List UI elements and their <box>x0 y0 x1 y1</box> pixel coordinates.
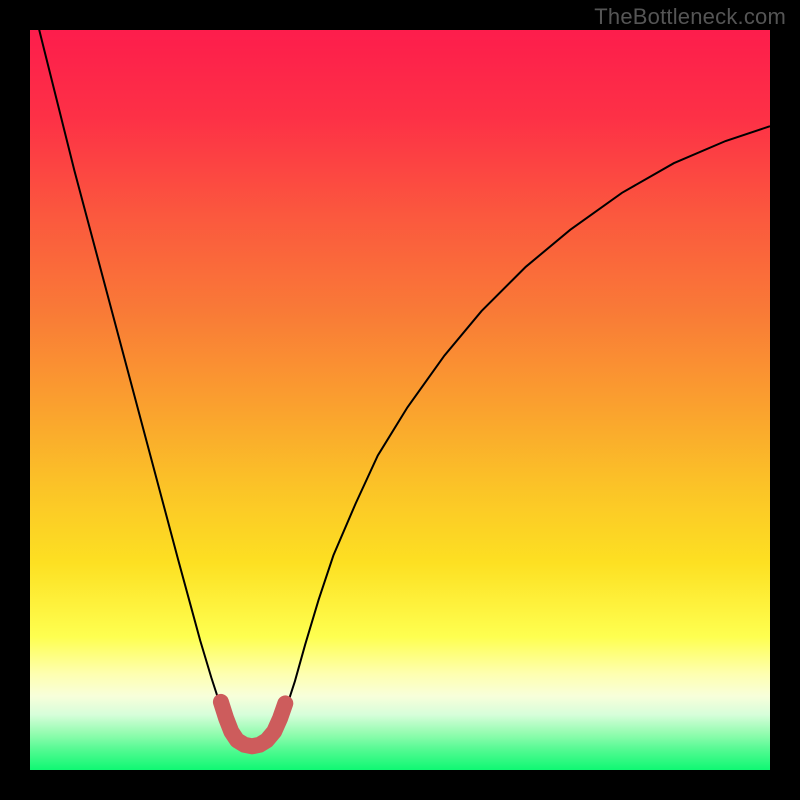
watermark-text: TheBottleneck.com <box>594 4 786 30</box>
chart-container: TheBottleneck.com <box>0 0 800 800</box>
plot-svg <box>30 30 770 770</box>
plot-area <box>30 30 770 770</box>
gradient-background <box>30 30 770 770</box>
